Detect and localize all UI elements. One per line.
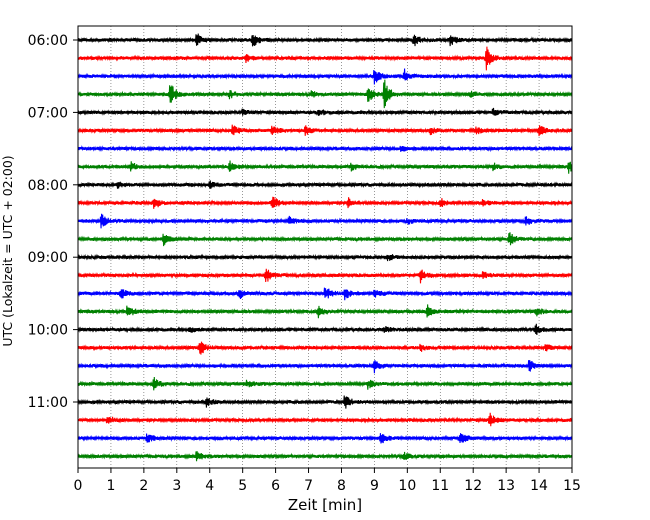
seismic-trace bbox=[77, 124, 573, 137]
y-tick-label: 07:00 bbox=[28, 105, 68, 121]
x-axis: 0 1 2 3 4 5 6 7 8 9 10 11 12 13 14 15 bbox=[74, 468, 581, 494]
x-tick-label: 11 bbox=[431, 478, 449, 494]
x-tick-label: 5 bbox=[238, 478, 247, 494]
seismic-trace bbox=[77, 395, 573, 409]
seismic-trace bbox=[77, 451, 573, 462]
y-tick-label: 11:00 bbox=[28, 395, 68, 411]
seismic-trace bbox=[77, 107, 573, 116]
seismic-trace bbox=[77, 68, 573, 85]
x-axis-label: Zeit [min] bbox=[288, 496, 362, 514]
seismic-trace bbox=[77, 180, 573, 189]
x-tick-label: 4 bbox=[205, 478, 214, 494]
x-tick-label: 6 bbox=[271, 478, 280, 494]
plot-frame bbox=[77, 25, 573, 469]
trace-group bbox=[77, 33, 573, 462]
seismic-trace bbox=[77, 341, 573, 355]
seismic-trace bbox=[77, 412, 573, 427]
seismic-trace bbox=[77, 160, 573, 174]
x-tick-label: 15 bbox=[563, 478, 581, 494]
y-axis-label: UTC (Lokalzeit = UTC + 02:00) bbox=[0, 155, 15, 346]
seismic-trace bbox=[77, 268, 573, 284]
x-tick-label: 13 bbox=[497, 478, 515, 494]
x-tick-label: 9 bbox=[370, 478, 379, 494]
seismic-trace bbox=[77, 213, 573, 229]
x-tick-label: 0 bbox=[74, 478, 83, 494]
y-tick-label: 06:00 bbox=[28, 33, 68, 49]
y-tick-label: 10:00 bbox=[28, 323, 68, 339]
seismic-trace bbox=[77, 33, 573, 47]
y-tick-label: 08:00 bbox=[28, 178, 68, 194]
seismic-trace bbox=[77, 253, 573, 262]
x-tick-label: 3 bbox=[172, 478, 181, 494]
seismic-trace bbox=[77, 377, 573, 391]
seismic-trace bbox=[77, 360, 573, 374]
seismic-trace bbox=[77, 79, 573, 109]
seismic-trace bbox=[77, 323, 573, 336]
y-axis: 06:00 07:00 08:00 09:00 10:00 11:00 bbox=[28, 33, 78, 411]
x-tick-label: 2 bbox=[139, 478, 148, 494]
y-tick-label: 09:00 bbox=[28, 250, 68, 266]
seismic-trace bbox=[77, 433, 573, 444]
x-tick-label: 12 bbox=[464, 478, 482, 494]
x-tick-label: 7 bbox=[304, 478, 313, 494]
seismic-trace bbox=[77, 144, 573, 153]
x-tick-label: 14 bbox=[530, 478, 548, 494]
x-tick-label: 8 bbox=[337, 478, 346, 494]
x-tick-label: 10 bbox=[398, 478, 416, 494]
seismic-trace bbox=[77, 46, 573, 71]
seismic-trace bbox=[77, 287, 573, 301]
seismic-trace bbox=[77, 304, 573, 319]
x-tick-label: 1 bbox=[106, 478, 115, 494]
seismic-trace bbox=[77, 232, 573, 247]
seismic-trace bbox=[77, 196, 573, 209]
